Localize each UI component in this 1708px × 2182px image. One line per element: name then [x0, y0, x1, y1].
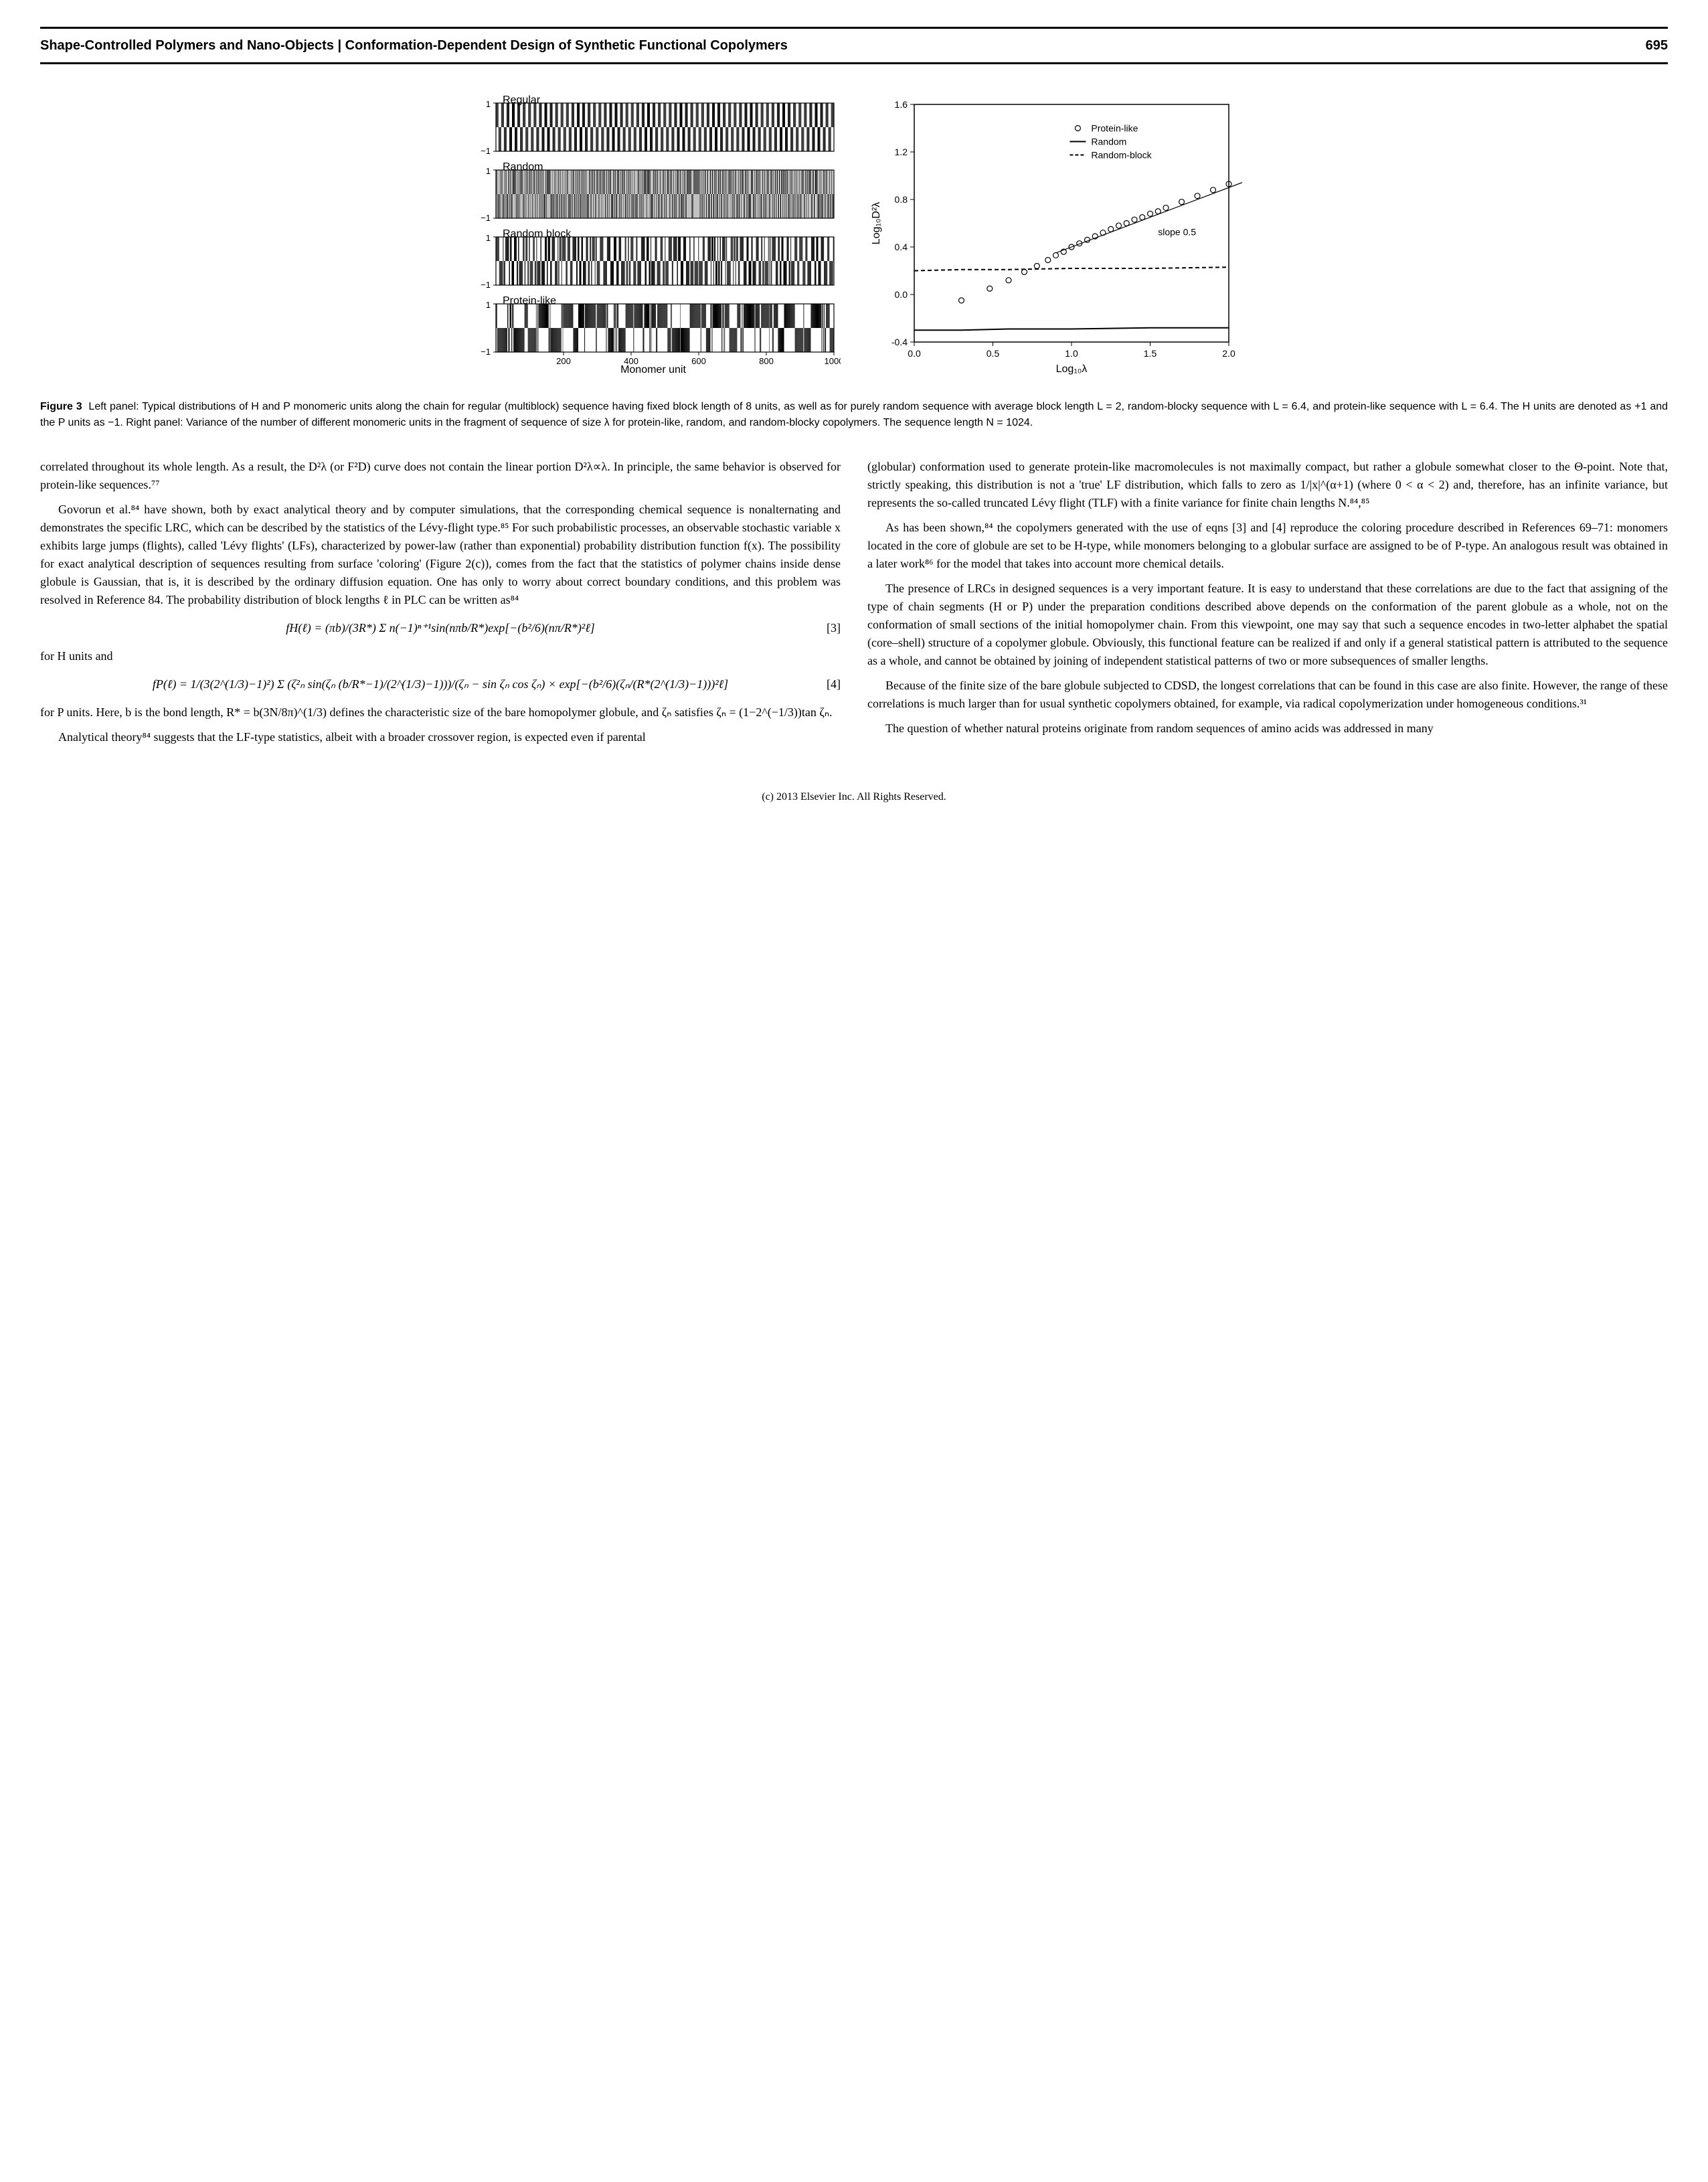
svg-text:−1: −1 [481, 213, 491, 222]
figure-3-panel: Regular 1−1 Random 1−1 Random block 1−1 … [40, 91, 1668, 379]
page-header: Shape-Controlled Polymers and Nano-Objec… [40, 27, 1668, 64]
paragraph-2: Govorun et al.⁸⁴ have shown, both by exa… [40, 501, 841, 609]
svg-text:slope 0.5: slope 0.5 [1158, 226, 1196, 237]
svg-text:400: 400 [624, 356, 638, 366]
svg-text:0.5: 0.5 [987, 348, 1000, 359]
svg-text:600: 600 [691, 356, 706, 366]
figure-3-left-panels: Regular 1−1 Random 1−1 Random block 1−1 … [466, 91, 841, 379]
paragraph-10: The question of whether natural proteins… [867, 720, 1668, 738]
paragraph-3: for H units and [40, 647, 841, 665]
equation-3: fH(ℓ) = (πb)/(3R*) Σ n(−1)ⁿ⁺¹sin(nπb/R*)… [40, 619, 841, 637]
svg-text:200: 200 [556, 356, 571, 366]
svg-text:1.6: 1.6 [895, 99, 908, 110]
svg-text:−1: −1 [481, 280, 491, 288]
svg-text:0.8: 0.8 [895, 194, 908, 205]
svg-text:−1: −1 [481, 347, 491, 357]
paragraph-8: The presence of LRCs in designed sequenc… [867, 580, 1668, 670]
figure-label: Figure 3 [40, 401, 82, 412]
figure-3-caption: Figure 3 Left panel: Typical distributio… [40, 399, 1668, 431]
svg-text:-0.4: -0.4 [891, 337, 908, 347]
svg-text:0.4: 0.4 [895, 242, 908, 252]
svg-text:1.0: 1.0 [1065, 348, 1078, 359]
svg-text:1: 1 [486, 300, 491, 310]
chart-label-regular: Regular [503, 92, 540, 108]
svg-text:Random-block: Random-block [1091, 150, 1152, 161]
random-sequence-chart: Random 1 −1 [466, 158, 841, 222]
chart-label-random-block: Random block [503, 226, 571, 242]
equation-4: fP(ℓ) = 1/(3(2^(1/3)−1)²) Σ (ζ²ₙ sin(ζₙ … [40, 675, 841, 693]
eq3-content: fH(ℓ) = (πb)/(3R*) Σ n(−1)ⁿ⁺¹sin(nπb/R*)… [286, 621, 594, 635]
svg-text:1: 1 [486, 233, 491, 243]
svg-text:0.0: 0.0 [908, 348, 921, 359]
paragraph-4: for P units. Here, b is the bond length,… [40, 703, 841, 722]
svg-text:1.2: 1.2 [895, 147, 908, 157]
eq4-number: [4] [827, 675, 841, 693]
header-title: Shape-Controlled Polymers and Nano-Objec… [40, 35, 788, 56]
figure-3-right-panel: 0.00.51.01.52.0-0.40.00.40.81.21.6Log₁₀λ… [867, 91, 1242, 379]
svg-text:1: 1 [486, 99, 491, 109]
svg-text:0.0: 0.0 [895, 289, 908, 300]
paragraph-1: correlated throughout its whole length. … [40, 458, 841, 494]
paragraph-9: Because of the finite size of the bare g… [867, 677, 1668, 713]
svg-text:1.5: 1.5 [1144, 348, 1157, 359]
paragraph-6: (globular) conformation used to generate… [867, 458, 1668, 512]
svg-text:Log₁₀λ: Log₁₀λ [1056, 363, 1088, 375]
random-block-sequence-chart: Random block 1 −1 [466, 225, 841, 288]
chart-label-random: Random [503, 159, 543, 175]
protein-like-sequence-chart: Protein-like 1−12004006008001000 [466, 292, 841, 355]
svg-text:800: 800 [759, 356, 774, 366]
eq4-content: fP(ℓ) = 1/(3(2^(1/3)−1)²) Σ (ζ²ₙ sin(ζₙ … [153, 677, 728, 691]
svg-text:1000: 1000 [825, 356, 841, 366]
body-text: correlated throughout its whole length. … [40, 458, 1668, 749]
svg-text:1: 1 [486, 166, 491, 176]
paragraph-5: Analytical theory⁸⁴ suggests that the LF… [40, 728, 841, 746]
svg-text:2.0: 2.0 [1222, 348, 1235, 359]
svg-text:Log₁₀D²λ: Log₁₀D²λ [871, 202, 882, 245]
svg-text:−1: −1 [481, 146, 491, 155]
figure-caption-text: Left panel: Typical distributions of H a… [40, 401, 1668, 428]
paragraph-7: As has been shown,⁸⁴ the copolymers gene… [867, 519, 1668, 573]
eq3-number: [3] [827, 619, 841, 637]
footer: (c) 2013 Elsevier Inc. All Rights Reserv… [40, 789, 1668, 805]
footer-text: (c) 2013 Elsevier Inc. All Rights Reserv… [762, 791, 946, 803]
svg-text:Random: Random [1091, 137, 1126, 147]
page-number: 695 [1646, 35, 1668, 56]
chart-label-protein-like: Protein-like [503, 293, 556, 309]
regular-sequence-chart: Regular 1 −1 [466, 91, 841, 155]
svg-text:Protein-like: Protein-like [1091, 123, 1138, 134]
